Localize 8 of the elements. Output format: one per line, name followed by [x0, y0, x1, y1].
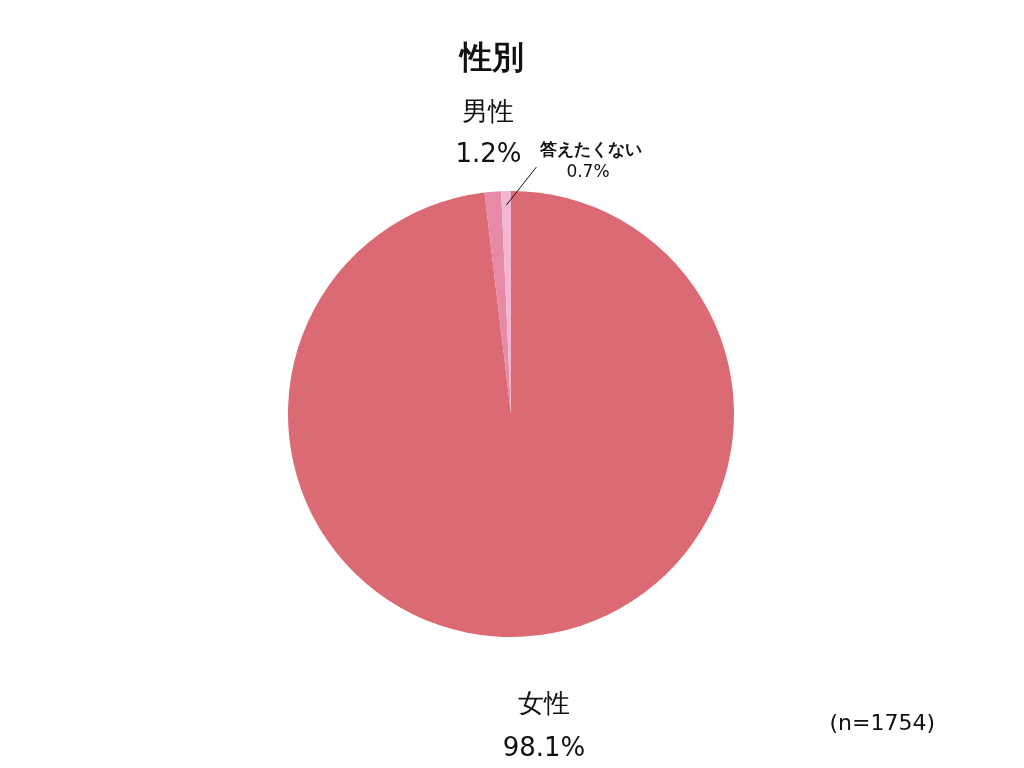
text: (n=1754)	[829, 710, 935, 735]
slice-label: 女性	[517, 687, 570, 718]
data-label: 1.2%	[455, 138, 522, 169]
slice-label: 答えたくない	[539, 139, 643, 160]
data-label: 0.7%	[566, 161, 610, 182]
data-label: 98.1%	[502, 731, 586, 762]
chart-title: 性別	[458, 38, 524, 76]
slice-label: 男性	[462, 96, 515, 127]
